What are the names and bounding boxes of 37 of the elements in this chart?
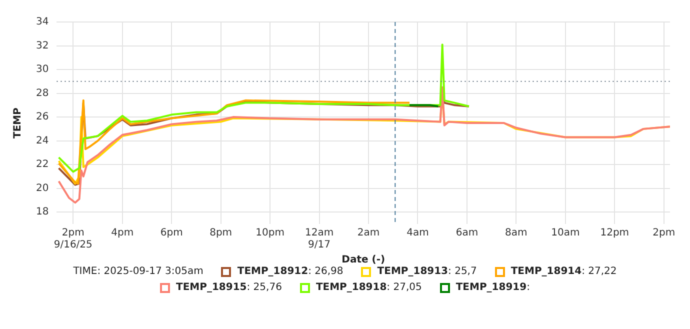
text: : 27,05 xyxy=(386,282,422,293)
x-tick-label: 6am xyxy=(456,228,478,239)
y-tick-label: 22 xyxy=(36,159,49,170)
x-tick-label: 8pm xyxy=(210,228,232,239)
y-tick-label: 24 xyxy=(36,135,49,146)
legend-label: TEMP_18913 xyxy=(377,266,448,277)
legend-label: TEMP_18914 xyxy=(510,266,582,277)
x-tick-label: 12am 9/17 xyxy=(304,228,334,251)
y-tick-label: 30 xyxy=(36,64,49,76)
x-tick-label: 4pm xyxy=(111,228,134,239)
legend-label: TEMP_18912 xyxy=(237,266,308,277)
y-tick-label: 26 xyxy=(36,112,49,123)
text: : 27,22 xyxy=(582,266,617,277)
y-tick-label: 18 xyxy=(36,206,49,218)
x-tick-label: 4am xyxy=(406,228,429,239)
x-tick-label: 2pm xyxy=(652,228,676,239)
text: : 26,98 xyxy=(308,266,344,277)
text: : 25,76 xyxy=(246,282,282,293)
y-tick-label: 32 xyxy=(36,40,49,52)
legend-label: TEMP_18918 xyxy=(316,282,387,293)
x-tick-label: 12pm xyxy=(600,228,630,239)
y-tick-label: 20 xyxy=(36,182,49,194)
x-tick-label: 2am xyxy=(357,228,380,239)
text: TIME: 2025-09-17 3:05am xyxy=(73,266,204,277)
legend-label: TEMP_18919 xyxy=(456,282,527,293)
y-tick-label: 34 xyxy=(36,16,49,28)
x-tick-label: 2pm 9/16/25 xyxy=(54,228,92,251)
x-tick-label: 10pm xyxy=(256,228,284,239)
y-tick-label: 28 xyxy=(36,88,49,99)
text: : xyxy=(526,282,530,293)
text: : 25,7 xyxy=(448,266,477,277)
x-tick-label: 10am xyxy=(551,228,580,239)
x-tick-label: 8am xyxy=(505,228,528,239)
legend-label: TEMP_18915 xyxy=(176,282,247,293)
x-axis-title: Date (-) xyxy=(342,254,386,266)
y-axis-title: TEMP xyxy=(12,108,24,138)
x-tick-label: 6pm xyxy=(160,228,183,239)
